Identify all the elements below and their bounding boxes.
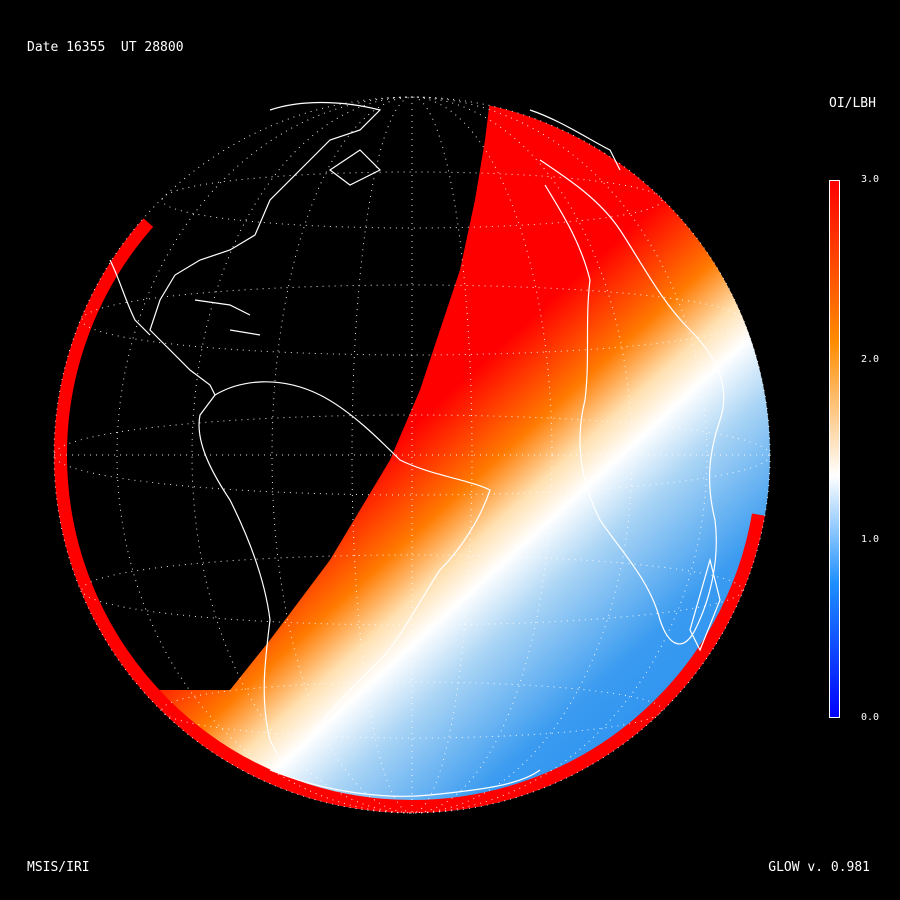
colorbar-tick-max: 3.0 — [861, 174, 880, 185]
coastlines — [109, 101, 725, 797]
colorbar — [829, 180, 840, 718]
model-label: MSIS/IRI — [27, 860, 90, 875]
version-label: GLOW v. 0.981 — [768, 860, 870, 875]
colorbar-tick-1: 1.0 — [861, 534, 880, 545]
colorbar-tick-min: 0.0 — [861, 712, 880, 723]
colorbar-title: OI/LBH — [829, 96, 876, 111]
graticule — [53, 96, 771, 814]
colorbar-tick-2: 2.0 — [861, 354, 880, 365]
date-label: Date 16355 UT 28800 — [27, 40, 184, 55]
